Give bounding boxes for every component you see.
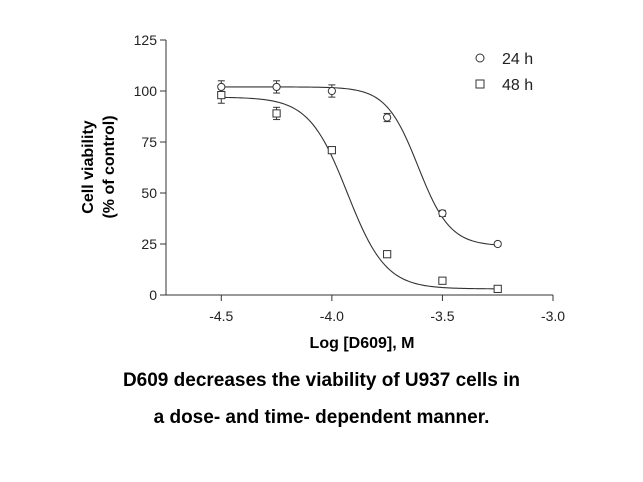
legend-label: 48 h bbox=[502, 77, 533, 94]
data-point-24h bbox=[217, 82, 226, 92]
data-point-48h bbox=[327, 146, 336, 155]
legend-label: 24 h bbox=[502, 51, 533, 68]
data-point-24h bbox=[438, 209, 447, 218]
y-tick-label: 50 bbox=[141, 185, 157, 201]
dose-response-chart: 0 25 50 75 100 125 -4.5 -4.0 -3.5 -3.0 24 h 48 h C… bbox=[80, 32, 566, 352]
data-point-48h bbox=[217, 90, 226, 100]
x-tick-label: -4.5 bbox=[209, 308, 233, 324]
data-point-24h bbox=[383, 113, 392, 122]
x-tick-label: -3.0 bbox=[541, 308, 565, 324]
data-point-48h bbox=[438, 276, 447, 285]
data-points bbox=[217, 82, 502, 293]
figure-caption-line-2: a dose- and time- dependent manner. bbox=[153, 407, 490, 428]
y-tick-label: 100 bbox=[134, 83, 158, 99]
y-axis-label-unit: (% of control) bbox=[101, 115, 118, 218]
y-tick-label: 125 bbox=[134, 32, 158, 48]
data-point-24h bbox=[327, 86, 336, 96]
y-tick-label: 0 bbox=[149, 287, 157, 303]
x-tick-label: -3.5 bbox=[430, 308, 454, 324]
error-bars bbox=[217, 80, 502, 291]
legend: 24 h 48 h bbox=[475, 51, 533, 94]
axes: 0 25 50 75 100 125 -4.5 -4.0 -3.5 -3.0 bbox=[134, 32, 566, 324]
data-point-48h bbox=[272, 109, 281, 118]
data-point-24h bbox=[272, 82, 281, 92]
y-tick-label: 75 bbox=[141, 134, 157, 150]
data-point-24h bbox=[493, 239, 502, 249]
x-axis-label: Log [D609], M bbox=[310, 335, 415, 352]
y-axis-label: Cell viability bbox=[80, 120, 97, 213]
legend-marker-square bbox=[475, 79, 485, 89]
fit-curve-24h bbox=[221, 86, 498, 246]
fit-curves bbox=[221, 86, 498, 290]
data-point-48h bbox=[383, 250, 392, 259]
figure-caption-line-1: D609 decreases the viability of U937 cel… bbox=[122, 370, 521, 391]
fit-curve-48h bbox=[221, 96, 498, 290]
legend-marker-circle bbox=[475, 53, 485, 63]
x-tick-label: -4.0 bbox=[320, 308, 344, 324]
y-tick-label: 25 bbox=[141, 236, 157, 252]
data-point-48h bbox=[493, 284, 502, 293]
